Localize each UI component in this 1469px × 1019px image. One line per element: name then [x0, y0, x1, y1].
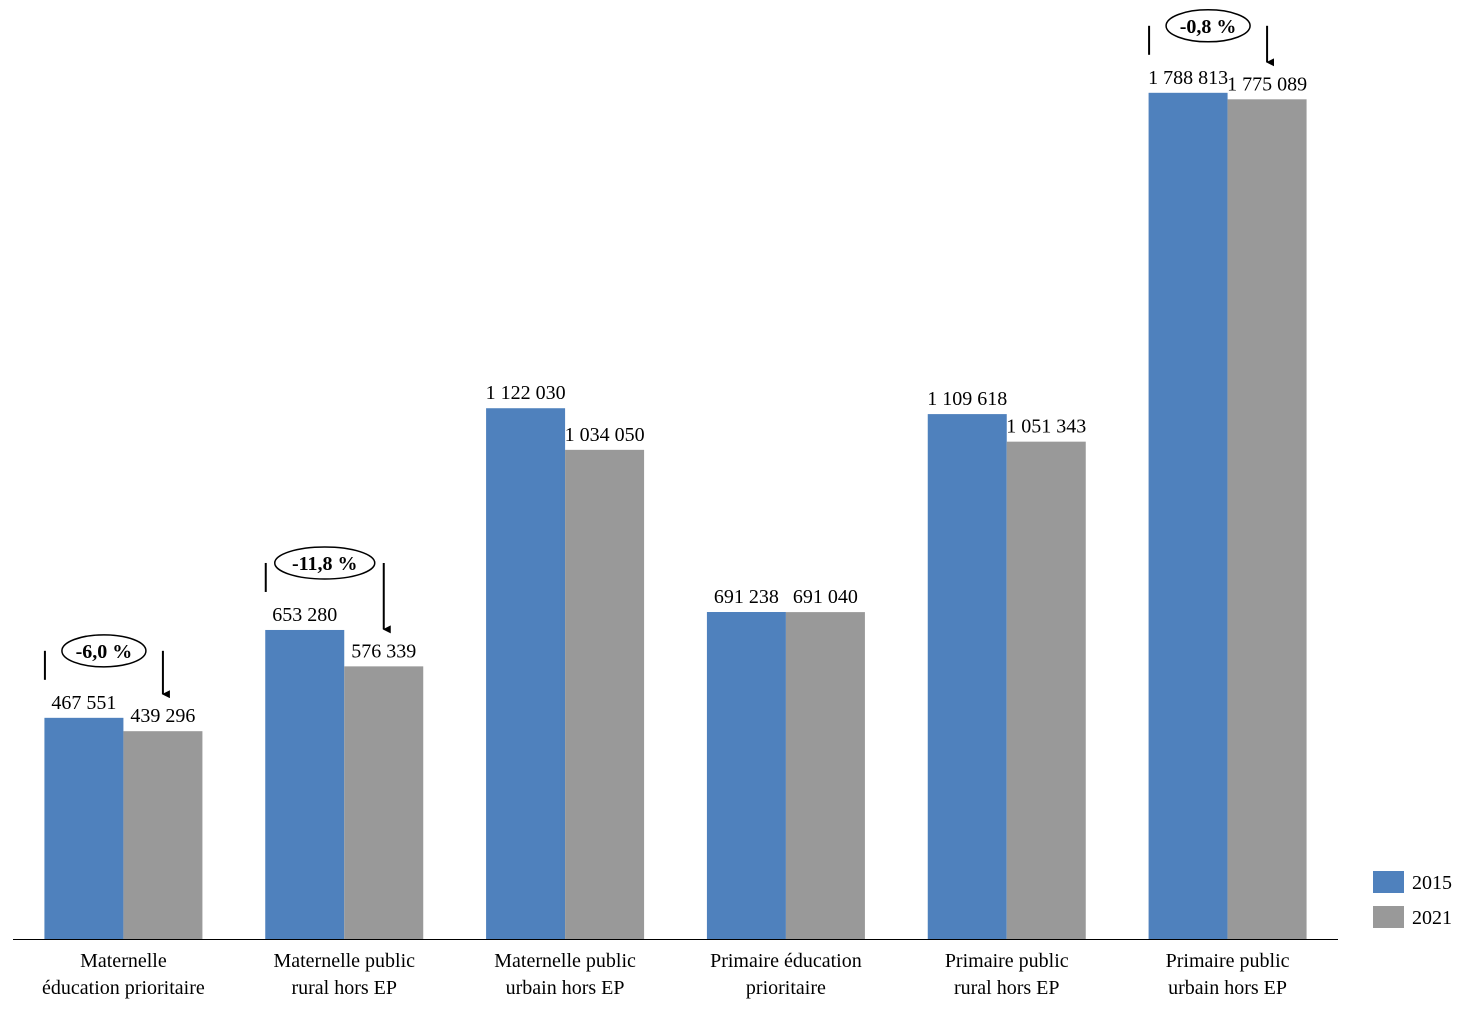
bar-2015-0	[44, 717, 124, 939]
data-label-2021-4: 1 051 343	[1006, 416, 1086, 438]
change-annotation: -11,8 %	[264, 546, 391, 634]
legend-swatch-2021	[1373, 906, 1404, 928]
bar-2021-5	[1227, 99, 1307, 939]
change-annotation: -0,8 %	[1148, 9, 1275, 67]
data-label-2015-5: 1 788 813	[1148, 67, 1228, 89]
legend-label-2015: 2015	[1412, 872, 1452, 894]
annotation-ellipse	[274, 546, 376, 580]
annotation-ellipse	[1165, 9, 1251, 43]
legend-swatch-2015	[1373, 871, 1404, 893]
x-tick-label: éducation prioritaire	[42, 977, 205, 999]
annotation-ellipse	[61, 634, 147, 668]
annotation-text: -11,8 %	[292, 553, 358, 575]
x-tick-label: Maternelle public	[273, 950, 415, 972]
bar-2015-5	[1148, 92, 1228, 939]
annotation-text: -6,0 %	[76, 641, 133, 663]
x-tick-label: urbain hors EP	[506, 977, 625, 999]
data-label-2015-2: 1 122 030	[486, 382, 566, 404]
bar-2015-2	[486, 408, 566, 940]
data-label-2021-5: 1 775 089	[1227, 73, 1307, 95]
bar-2015-3	[706, 612, 786, 939]
x-tick-label: Primaire public	[945, 950, 1069, 972]
data-label-2015-4: 1 109 618	[927, 388, 1007, 410]
data-label-2021-2: 1 034 050	[565, 424, 645, 446]
x-tick-label: Maternelle public	[494, 950, 636, 972]
bar-2021-1	[344, 666, 424, 939]
bar-2021-0	[123, 731, 203, 939]
bar-2021-4	[1006, 441, 1086, 939]
data-label-2021-1: 576 339	[351, 640, 416, 662]
legend-label-2021: 2021	[1412, 907, 1452, 929]
x-tick-label: Primaire éducation	[710, 950, 862, 972]
data-label-2021-3: 691 040	[793, 586, 858, 608]
bar-2021-2	[565, 449, 645, 939]
data-label-2015-0: 467 551	[51, 692, 116, 714]
change-annotation: -6,0 %	[43, 634, 170, 699]
x-tick-label: Maternelle	[80, 950, 167, 972]
x-tick-label: Primaire public	[1166, 950, 1290, 972]
bar-2015-4	[927, 414, 1007, 939]
data-label-2021-0: 439 296	[130, 705, 195, 727]
x-tick-label: urbain hors EP	[1168, 977, 1287, 999]
x-tick-label: rural hors EP	[291, 977, 397, 999]
bar-2021-3	[785, 612, 865, 939]
x-tick-label: rural hors EP	[954, 977, 1060, 999]
x-tick-label: prioritaire	[746, 977, 826, 999]
data-label-2015-1: 653 280	[272, 604, 337, 626]
annotation-text: -0,8 %	[1180, 16, 1237, 38]
bar-2015-1	[265, 629, 345, 939]
data-label-2015-3: 691 238	[714, 586, 779, 608]
